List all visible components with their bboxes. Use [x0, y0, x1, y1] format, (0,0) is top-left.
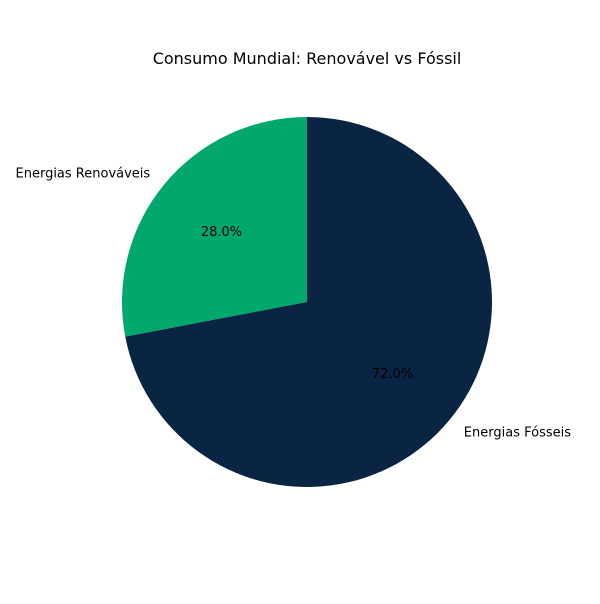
- pie-slice-energias-renovaveis: [121, 117, 307, 337]
- pie-category-label-energias-renovaveis: Energias Renováveis: [16, 166, 151, 181]
- pie-percent-label-energias-fosseis: 72.0%: [372, 367, 413, 382]
- chart-title: Consumo Mundial: Renovável vs Fóssil: [153, 49, 462, 68]
- pie-category-label-energias-fosseis: Energias Fósseis: [464, 426, 571, 441]
- pie-labels: 28.0% Energias Renováveis 72.0% Energias Fó…: [16, 166, 572, 440]
- pie-percent-label-energias-renovaveis: 28.0%: [201, 225, 242, 240]
- pie-slices: [121, 117, 492, 488]
- pie-slice-energias-fosseis: [125, 117, 492, 488]
